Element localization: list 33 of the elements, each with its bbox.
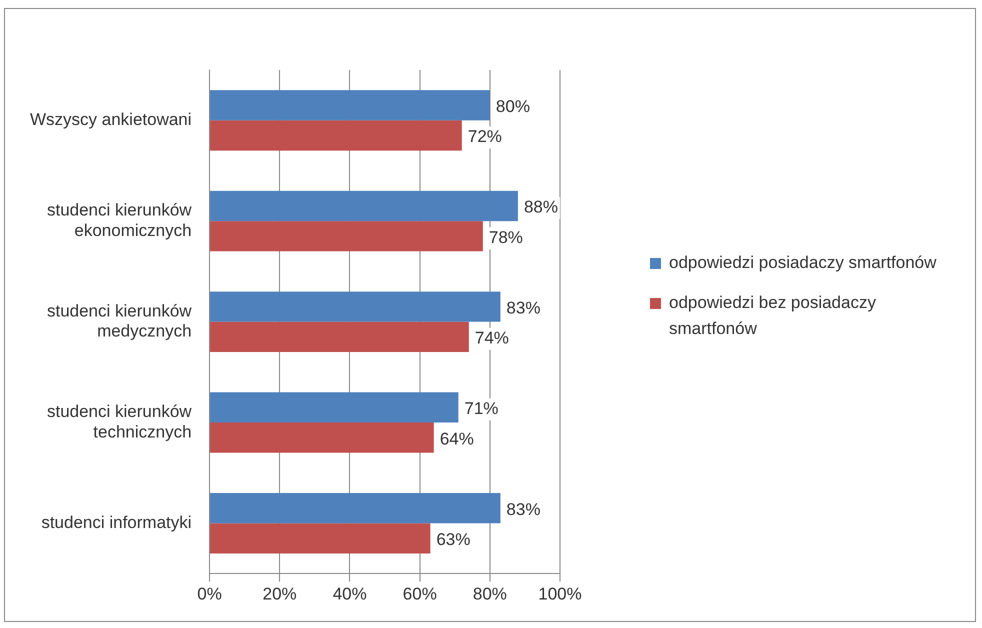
x-tick-label: 80% [472, 584, 507, 604]
bar [210, 120, 462, 151]
data-label: 74% [474, 328, 509, 348]
bar [210, 493, 500, 524]
legend-label: odpowiedzi bez posiadaczy smartfonów [669, 292, 877, 340]
data-label: 78% [488, 228, 523, 247]
x-tick-label: 60% [402, 584, 437, 604]
data-label: 88% [524, 198, 558, 217]
x-tick-label: 0% [197, 584, 222, 604]
y-tick-label: studenci kierunków technicznych [46, 402, 192, 442]
bar [210, 523, 430, 554]
bar [210, 422, 434, 453]
y-tick-label: Wszyscy ankietowani [30, 110, 192, 130]
data-label: 80% [496, 96, 530, 116]
data-label: 83% [506, 298, 540, 318]
x-tick-label: 20% [262, 584, 297, 604]
data-label: 64% [440, 429, 474, 448]
data-label: 72% [468, 127, 502, 146]
y-tick-label: studenci kierunków ekonomicznych [46, 200, 192, 240]
y-tick-label: studenci informatyki [41, 512, 192, 532]
x-tick-label: 40% [332, 584, 367, 604]
data-label: 71% [464, 399, 498, 418]
bar [210, 392, 458, 423]
legend-label: odpowiedzi posiadaczy smartfonów [669, 252, 936, 274]
data-label: 63% [436, 530, 470, 550]
bar [210, 90, 490, 120]
bar [210, 190, 518, 222]
data-label: 83% [506, 500, 540, 519]
y-tick-label: studenci kierunków medycznych [46, 301, 192, 341]
bar [210, 292, 500, 322]
x-tick-label: 100% [538, 584, 582, 604]
bar [210, 221, 483, 252]
bar [210, 322, 469, 352]
